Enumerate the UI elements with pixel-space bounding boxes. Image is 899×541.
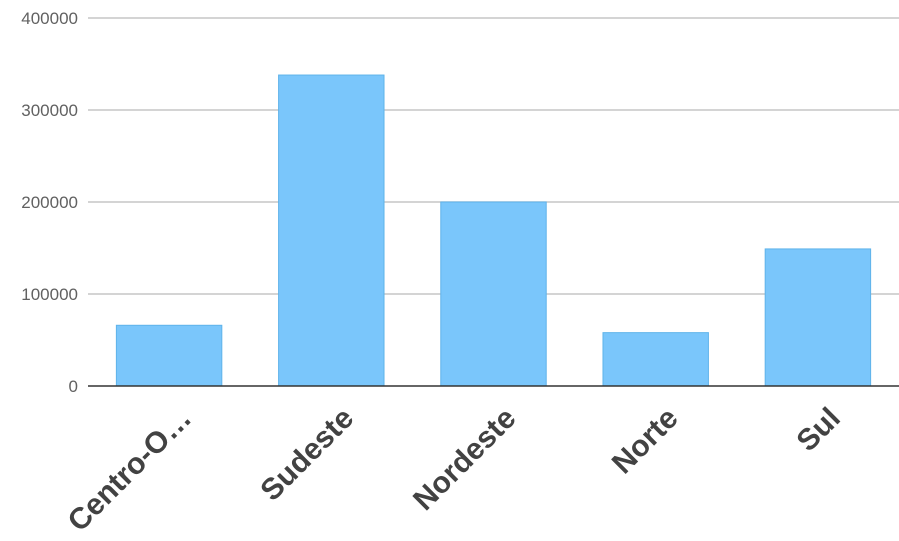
y-tick-label: 200000 [21,193,78,212]
bar [602,332,709,387]
bar [278,74,385,387]
y-tick-label: 0 [69,377,78,396]
y-tick-label: 400000 [21,9,78,28]
bar [764,248,872,387]
y-tick-label: 100000 [21,285,78,304]
x-category-label: Nordeste [407,402,522,517]
bar [115,324,223,387]
y-axis-tick-labels: 0 100000 200000 300000 400000 [21,9,78,396]
x-category-label: Sul [791,402,847,458]
x-category-label: Norte [606,402,685,481]
bars [115,74,872,387]
x-category-label: Centro-O… [62,402,198,538]
x-axis-category-labels: Centro-O… Sudeste Nordeste Norte Sul [62,402,847,538]
bar [440,201,547,387]
x-category-label: Sudeste [254,402,360,508]
y-tick-label: 300000 [21,101,78,120]
